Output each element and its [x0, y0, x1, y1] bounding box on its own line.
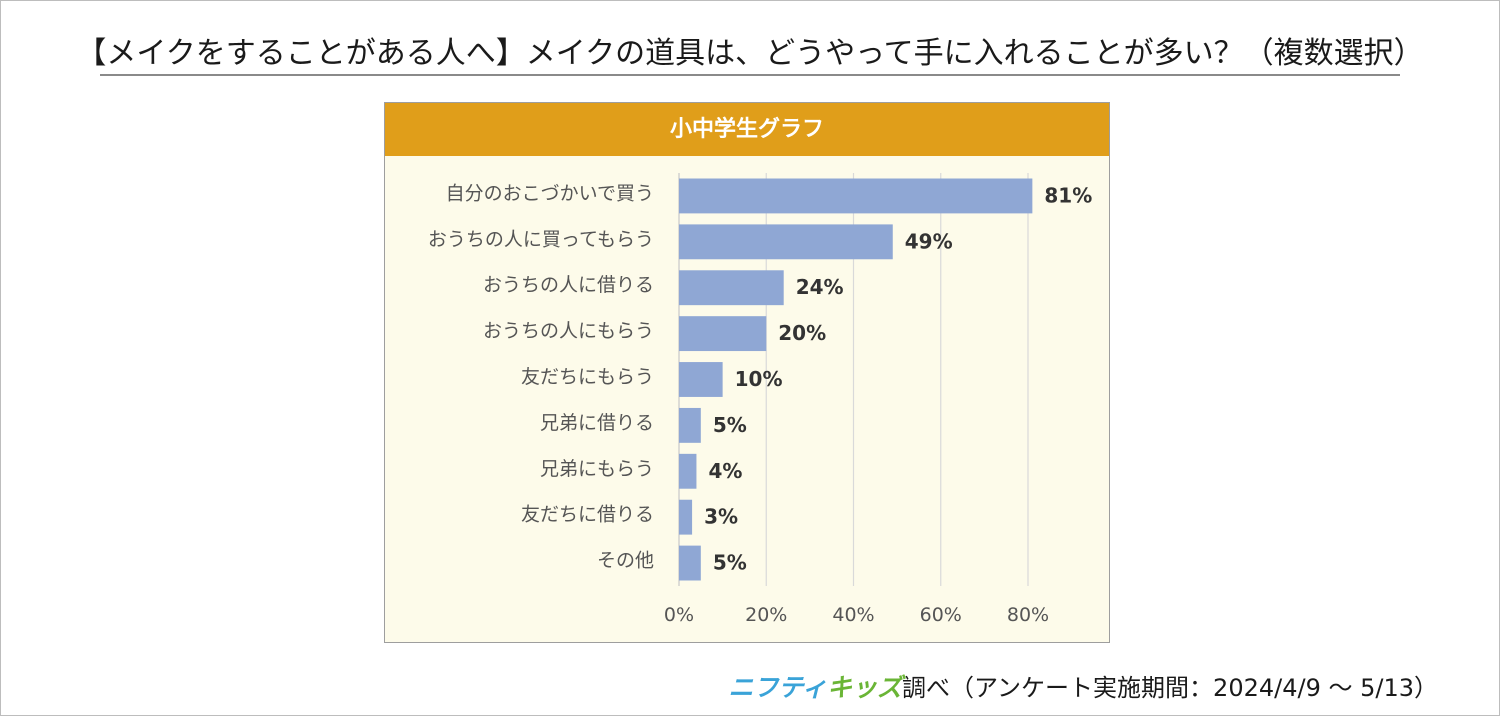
category-label: 友だちに借りる: [521, 504, 654, 526]
x-tick-label: 60%: [920, 604, 962, 626]
category-label: 兄弟にもらう: [540, 458, 654, 480]
page-title: 【メイクをすることがある人へ】メイクの道具は、どうやって手に入れることが多い？（…: [76, 36, 1424, 71]
data-label: 49%: [905, 229, 953, 253]
x-tick-label: 40%: [832, 604, 874, 626]
category-label: おうちの人に買ってもらう: [428, 228, 654, 250]
chart-panel: 小中学生グラフ 0% 20% 40% 60% 80% 自分のおこづかいで買う 81% おうちの…: [384, 102, 1110, 643]
data-label: 10%: [735, 367, 783, 391]
logo-part-1: ニフティ: [728, 673, 827, 702]
title-underline: [100, 74, 1400, 76]
category-label: 自分のおこづかいで買う: [446, 182, 654, 204]
bar: [679, 453, 697, 489]
category-label: おうちの人にもらう: [483, 320, 654, 342]
data-label: 5%: [713, 551, 747, 575]
footer-credit: ニフティキッズ調べ（アンケート実施期間：2024/4/9 ～ 5/13）: [728, 668, 1438, 704]
logo-part-2: キッズ: [827, 673, 903, 702]
data-label: 3%: [704, 505, 738, 529]
bar: [679, 362, 723, 397]
x-tick-label: 20%: [745, 604, 787, 626]
chart-title: 小中学生グラフ: [385, 103, 1109, 156]
data-label: 5%: [713, 413, 747, 437]
data-label: 20%: [778, 321, 826, 345]
bar: [679, 224, 893, 260]
category-label: 友だちにもらう: [521, 366, 654, 388]
nifty-kids-logo: ニフティキッズ: [728, 673, 902, 702]
bar: [679, 407, 701, 443]
data-label: 81%: [1044, 183, 1092, 207]
bar: [679, 178, 1033, 214]
bar: [679, 545, 701, 581]
bar: [679, 499, 693, 535]
bar: [679, 270, 784, 306]
data-label: 4%: [708, 459, 742, 483]
x-tick-label: 0%: [664, 604, 694, 626]
data-label: 24%: [796, 275, 844, 299]
x-tick-label: 80%: [1007, 604, 1049, 626]
category-label: おうちの人に借りる: [483, 274, 654, 296]
category-label: 兄弟に借りる: [540, 412, 654, 434]
bar-chart: 0% 20% 40% 60% 80% 自分のおこづかいで買う 81% おうちの人に買ってもらう…: [428, 173, 1092, 626]
survey-period-text: 調べ（アンケート実施期間：2024/4/9 ～ 5/13）: [902, 674, 1438, 702]
category-label: その他: [597, 550, 654, 572]
bar: [679, 316, 767, 352]
